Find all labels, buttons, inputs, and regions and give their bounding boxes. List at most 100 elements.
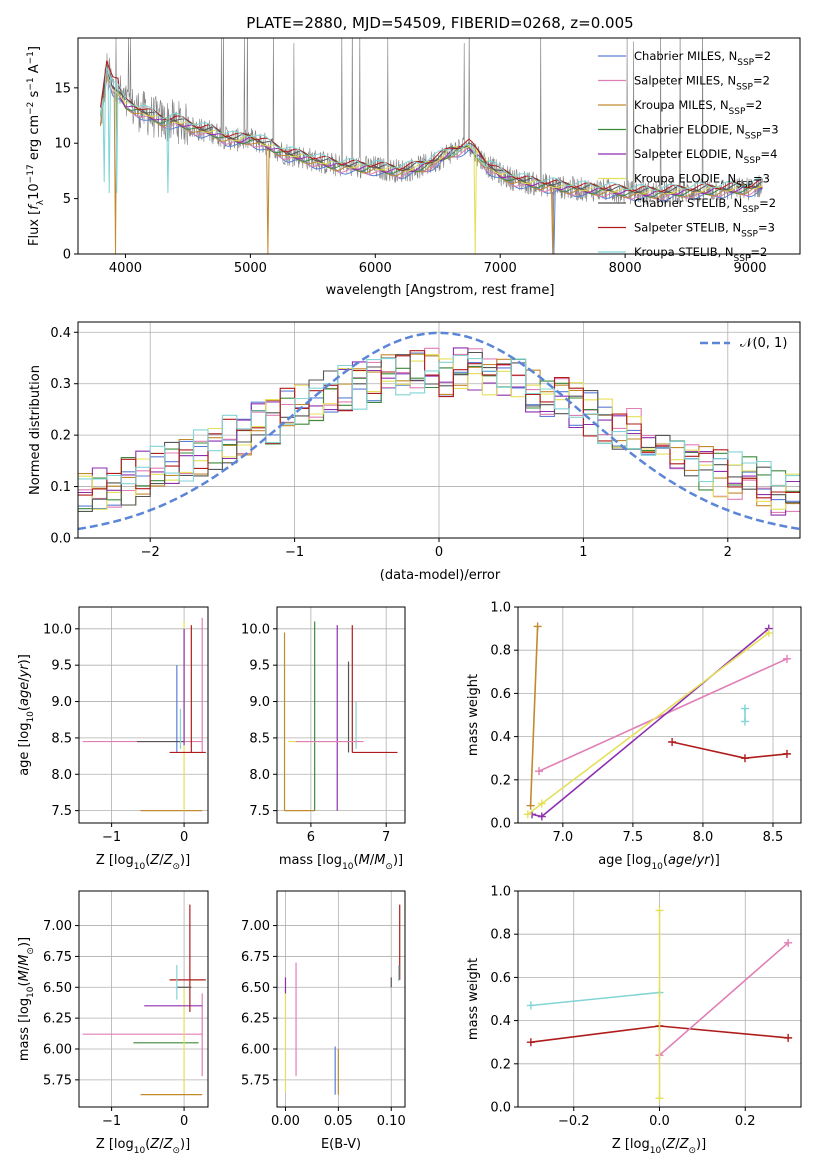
- weight-vs-age-marker-4-0: [668, 738, 677, 746]
- residuals-normal-curve: [78, 331, 800, 531]
- weight-vs-age-marker-0-1: [533, 622, 542, 631]
- residuals-ytick-label-1: 0.1: [50, 480, 71, 495]
- weight-vs-age-ytick-label-4: 0.8: [490, 644, 511, 659]
- residuals-ytick-label-2: 0.2: [50, 429, 71, 444]
- weight-vs-age-ytick-label-2: 0.4: [490, 730, 511, 745]
- mass-vs-ebv-frame: [276, 890, 406, 1108]
- spectrum-legend-label-7: Salpeter STELIB, NSSP=3: [634, 221, 775, 240]
- mass-vs-z-ytick-label-2: 6.25: [43, 1012, 72, 1027]
- residuals-axes: [74, 321, 801, 542]
- residuals-xtick-label-3: 1: [579, 545, 587, 560]
- weight-vs-z-xtick-label-1: 0.0: [649, 1114, 670, 1129]
- age-vs-mass-frame: [276, 606, 406, 824]
- weight-vs-age-marker-3-0: [523, 810, 532, 819]
- spectrum-legend-label-3: Chabrier ELODIE, NSSP=3: [634, 123, 779, 142]
- weight-vs-age-marker-1-1: [782, 654, 791, 663]
- mass-vs-ebv-plot: [284, 904, 401, 1095]
- mass-vs-ebv-xtick-label-0: 0.00: [271, 1114, 300, 1129]
- spectrum-xtick-label-4: 8000: [609, 261, 642, 276]
- residuals-hist-kroupa-stelib: [78, 354, 800, 487]
- weight-vs-z-xlabel: Z [log10(Z/Z⊙)]: [612, 1137, 706, 1156]
- residuals-plot: [78, 331, 800, 531]
- mass-vs-ebv-axes: [273, 890, 406, 1111]
- spectrum-legend-label-2: Kroupa MILES, NSSP=2: [634, 98, 762, 117]
- residuals-ytick-label-3: 0.3: [50, 377, 71, 392]
- mass-vs-z-ytick-label-3: 6.50: [43, 981, 72, 996]
- weight-vs-z-ylabel: mass weight: [466, 958, 481, 1040]
- weight-vs-age-marker-4-2: [782, 749, 791, 758]
- spectrum-model-chabrier-elodie: [112, 86, 763, 198]
- age-vs-z-plot: [82, 617, 206, 812]
- spectrum-frame: [77, 37, 801, 255]
- age-vs-z-ytick-label-3: 9.0: [51, 695, 72, 710]
- spectrum-xtick-label-2: 6000: [359, 261, 392, 276]
- weight-vs-age-axes: [514, 606, 802, 827]
- spectrum-legend-label-1: Salpeter MILES, NSSP=2: [634, 74, 770, 93]
- residuals-xlabel: (data-model)/error: [380, 568, 501, 583]
- weight-vs-age-marker-2-1: [537, 812, 546, 821]
- mass-vs-ebv-ytick-label-4: 6.75: [241, 950, 270, 965]
- weight-vs-z-marker-3-0: [655, 1094, 664, 1103]
- spectrum-legend-label-8: Kroupa STELIB, NSSP=2: [634, 245, 767, 264]
- weight-vs-age-plot: [523, 622, 791, 821]
- mass-vs-z-ytick-label-1: 6.00: [43, 1042, 72, 1057]
- age-vs-z-ytick-label-1: 8.0: [51, 768, 72, 783]
- spectrum-xtick-label-1: 5000: [234, 261, 267, 276]
- spectrum-ylabel: Flux [fλ10−17 erg cm−2 s−1 A−1]: [26, 46, 46, 246]
- spectrum-model-kroupa-stelib: [100, 66, 763, 194]
- weight-vs-z-axes: [514, 890, 802, 1111]
- mass-vs-ebv-xlabel: E(B-V): [321, 1137, 361, 1152]
- mass-vs-z-xtick-label-1: 0: [180, 1114, 188, 1129]
- mass-vs-ebv-xtick-label-1: 0.05: [324, 1114, 353, 1129]
- residuals-xtick-label-4: 2: [724, 545, 732, 560]
- weight-vs-age-xtick-label-1: 7.5: [623, 830, 644, 845]
- weight-vs-age-ytick-label-0: 0.0: [490, 817, 511, 832]
- spectrum-legend-label-0: Chabrier MILES, NSSP=2: [634, 49, 771, 68]
- spectrum-ytick-label-0: 0: [63, 248, 71, 263]
- spectrum-xtick-label-5: 9000: [733, 261, 766, 276]
- spectrum-xtick-label-3: 7000: [484, 261, 517, 276]
- mass-vs-z-plot: [82, 904, 206, 1096]
- weight-vs-age-marker-5-0: [740, 717, 749, 726]
- weight-vs-age-series-4: [671, 741, 788, 760]
- weight-vs-age-marker-4-1: [740, 754, 749, 763]
- weight-vs-z-ytick-label-5: 1.0: [490, 885, 511, 900]
- residuals-hist-salpeter-stelib: [78, 350, 800, 499]
- weight-vs-z-xtick-label-0: −0.2: [558, 1114, 590, 1129]
- mass-vs-z-ytick-label-0: 5.75: [43, 1073, 72, 1088]
- mass-vs-ebv-ytick-label-5: 7.00: [241, 919, 270, 934]
- weight-vs-age-marker-1-0: [535, 767, 544, 776]
- weight-vs-z-ytick-label-0: 0.0: [490, 1101, 511, 1116]
- age-vs-z-ytick-label-4: 9.5: [51, 659, 72, 674]
- age-vs-z-ytick-label-2: 8.5: [51, 731, 72, 746]
- residuals-hist-kroupa-elodie: [78, 354, 800, 510]
- spectrum-xtick-label-0: 4000: [109, 261, 142, 276]
- spectrum-plot: [100, 38, 763, 254]
- age-vs-z-ytick-label-5: 10.0: [43, 622, 72, 637]
- mass-vs-z-ylabel: mass [log10(M/M⊙)]: [17, 937, 36, 1061]
- weight-vs-z-xtick-label-2: 0.2: [735, 1114, 756, 1129]
- age-vs-mass-ytick-label-0: 7.5: [249, 804, 270, 819]
- age-vs-z-ytick-label-0: 7.5: [51, 804, 72, 819]
- mass-vs-z-xlabel: Z [log10(Z/Z⊙)]: [96, 1137, 190, 1156]
- age-vs-mass-ytick-label-5: 10.0: [241, 622, 270, 637]
- spectrum-ytick-label-3: 15: [54, 81, 71, 96]
- age-vs-z-ylabel: age [log10(age/yr)]: [17, 654, 36, 776]
- weight-vs-age-frame: [517, 606, 802, 824]
- weight-vs-z-marker-1-2: [784, 1033, 793, 1042]
- age-vs-mass-plot: [283, 621, 398, 812]
- residuals-ytick-label-0: 0.0: [50, 532, 71, 547]
- mass-vs-ebv-ytick-label-1: 6.00: [241, 1042, 270, 1057]
- residuals-ytick-label-4: 0.4: [50, 326, 71, 341]
- residuals-xtick-label-1: −1: [285, 545, 304, 560]
- weight-vs-z-ytick-label-4: 0.8: [490, 928, 511, 943]
- weight-vs-z-marker-3-1: [655, 906, 664, 915]
- spectrum-legend-label-5: Kroupa ELODIE, NSSP=3: [634, 172, 770, 191]
- residuals-xtick-label-2: 0: [435, 545, 443, 560]
- age-vs-z-xtick-label-0: −1: [102, 830, 121, 845]
- mass-vs-ebv-ytick-label-3: 6.50: [241, 981, 270, 996]
- age-vs-z-frame: [78, 606, 209, 824]
- mass-vs-ebv-xtick-label-2: 0.10: [377, 1114, 406, 1129]
- age-vs-mass-xtick-label-2: 7: [382, 830, 390, 845]
